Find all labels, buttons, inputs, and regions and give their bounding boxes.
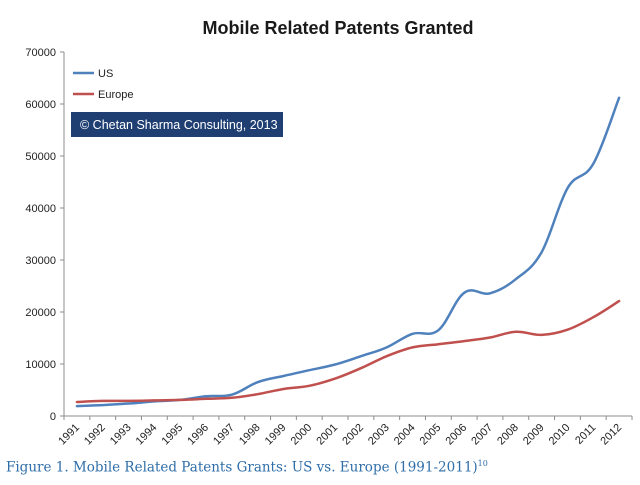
- x-tick-label: 1998: [237, 422, 263, 448]
- copyright-text: © Chetan Sharma Consulting, 2013: [80, 118, 278, 132]
- x-tick-label: 2003: [366, 422, 392, 448]
- figure-caption: Figure 1. Mobile Related Patents Grants:…: [6, 459, 488, 476]
- chart-title: Mobile Related Patents Granted: [202, 18, 473, 38]
- copyright-annotation: © Chetan Sharma Consulting, 2013: [71, 112, 283, 137]
- y-tick-label: 50000: [25, 151, 56, 163]
- series-line-us: [75, 96, 621, 408]
- series-layer: [75, 96, 621, 408]
- x-tick-label: 2006: [444, 422, 470, 448]
- x-axis-ticks: 1991 1992 1993 1994 1995 1996 1997 1998 1999 2000…: [56, 416, 633, 448]
- x-tick-label: 2008: [495, 422, 521, 448]
- x-tick-label: 2007: [469, 422, 495, 448]
- figure-caption-text: Figure 1. Mobile Related Patents Grants:…: [6, 459, 478, 476]
- y-tick-label: 10000: [25, 359, 56, 371]
- legend-label-us: US: [98, 68, 113, 80]
- x-tick-label: 1994: [134, 422, 160, 448]
- x-tick-label: 2009: [521, 422, 547, 448]
- y-axis-ticks: 0 10000 20000 30000 40000 50000 60000 70000: [25, 47, 64, 423]
- x-tick-label: 2000: [289, 422, 315, 448]
- footnote-marker: 10: [477, 459, 488, 468]
- series-line-europe: [75, 299, 621, 404]
- x-tick-label: 2002: [340, 422, 366, 448]
- x-tick-label: 2001: [314, 422, 340, 448]
- x-tick-label: 1996: [185, 422, 211, 448]
- x-tick-label: 2004: [392, 422, 418, 448]
- y-tick-label: 60000: [25, 99, 56, 111]
- chart: Mobile Related Patents Granted 0 10000 200…: [25, 18, 633, 448]
- x-tick-label: 1995: [160, 422, 186, 448]
- y-tick-label: 20000: [25, 307, 56, 319]
- x-tick-label: 1991: [56, 422, 82, 448]
- x-tick-label: 1992: [82, 422, 108, 448]
- x-tick-label: 2012: [598, 422, 624, 448]
- y-tick-label: 40000: [25, 203, 56, 215]
- x-tick-label: 2005: [418, 422, 444, 448]
- x-tick-label: 1997: [211, 422, 237, 448]
- legend-label-europe: Europe: [98, 89, 133, 101]
- y-tick-label: 30000: [25, 255, 56, 267]
- y-tick-label: 0: [50, 411, 56, 423]
- x-tick-label: 2010: [547, 422, 573, 448]
- x-tick-label: 1999: [263, 422, 289, 448]
- x-tick-label: 1993: [108, 422, 134, 448]
- y-tick-label: 70000: [25, 47, 56, 59]
- legend: US Europe: [73, 68, 133, 101]
- copyright-box: [71, 112, 283, 137]
- x-tick-label: 2011: [573, 422, 598, 447]
